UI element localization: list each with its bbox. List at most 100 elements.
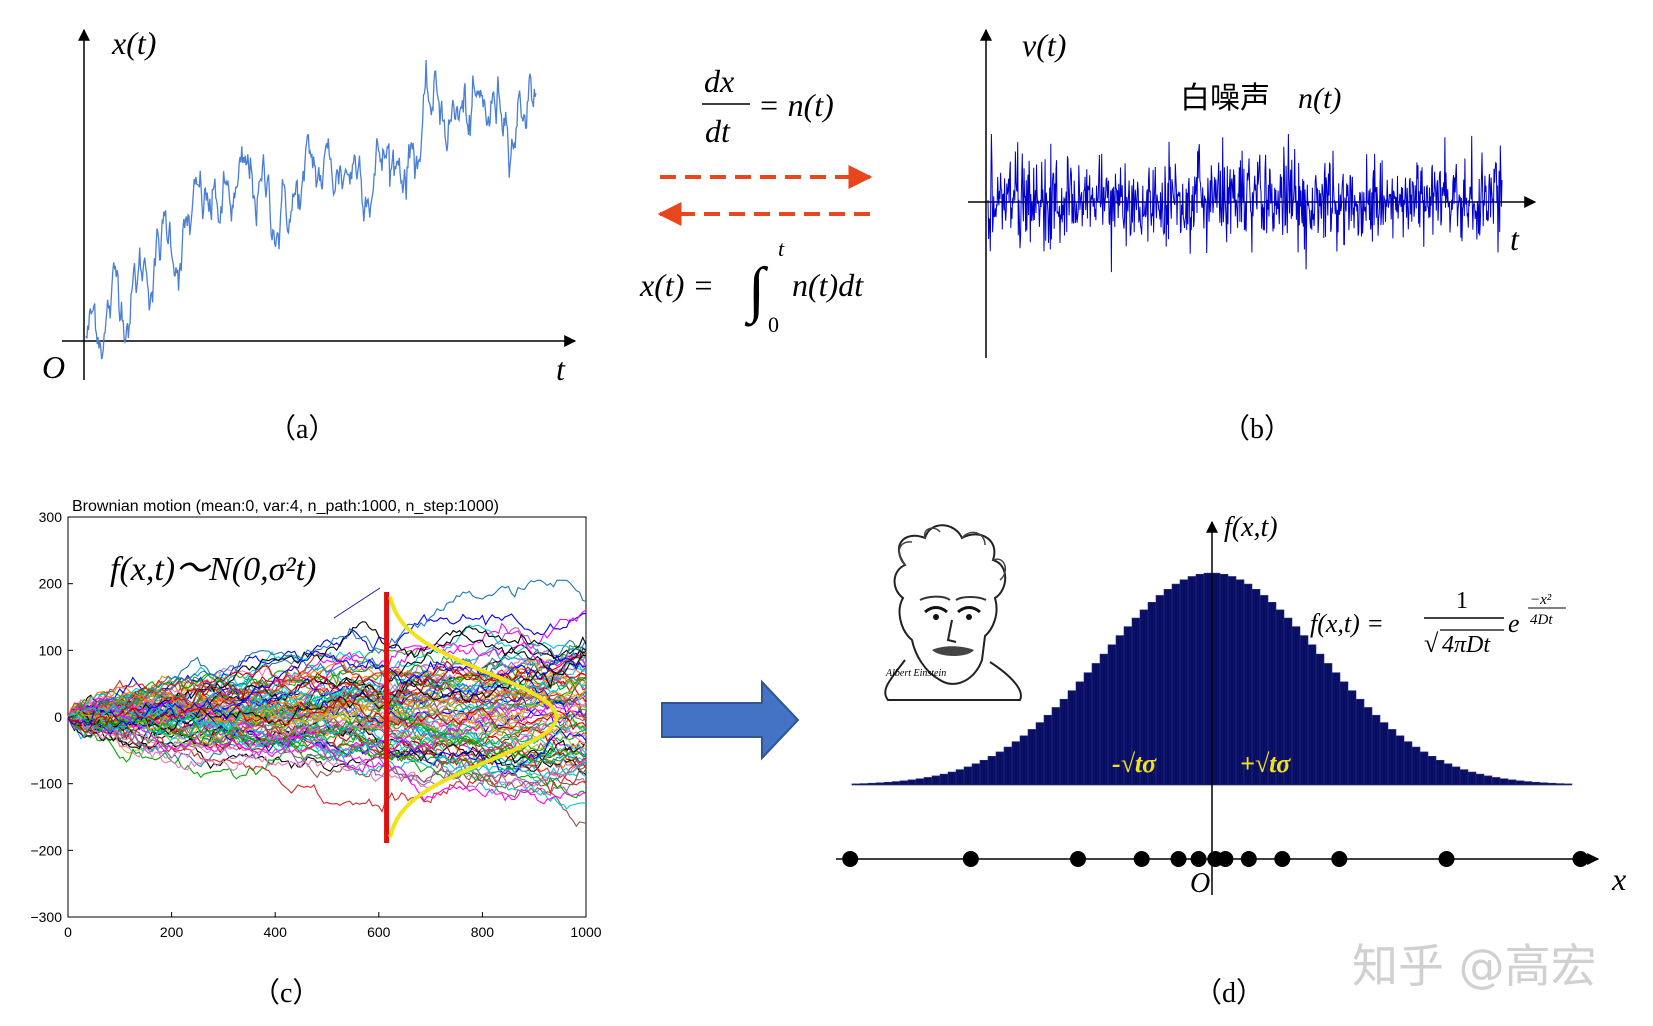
einstein-portrait: Albert Einstein — [884, 524, 1022, 701]
panel-d-right-sigma-marker: +√tσ — [1240, 749, 1291, 778]
panel-a-y-label: x(t) — [111, 25, 156, 61]
histogram-bar — [1435, 759, 1445, 786]
sample-point — [1217, 851, 1234, 867]
panel-c-title: Brownian motion (mean:0, var:4, n_path:1… — [72, 498, 499, 515]
x-tick-label: 1000 — [570, 924, 601, 940]
integral-lhs: x(t) = — [639, 267, 714, 303]
panel-a-caption: （a） — [268, 413, 336, 445]
brownian-path — [67, 677, 587, 730]
histogram-bar — [1307, 644, 1317, 786]
histogram-bar — [1019, 735, 1029, 786]
sample-point — [1274, 851, 1291, 867]
histogram-bar — [1067, 690, 1077, 786]
histogram-bar — [1459, 769, 1469, 786]
brownian-path — [67, 657, 587, 721]
panel-a: x(t) O t （a） — [42, 25, 577, 445]
histogram-bar — [1043, 714, 1053, 786]
panel-c-normal-curve — [388, 596, 559, 838]
histogram-bar — [1163, 588, 1173, 786]
watermark: 知乎 @高宏 — [1352, 939, 1597, 993]
histogram-bar — [1523, 781, 1533, 786]
histogram-bar — [1195, 573, 1205, 786]
histogram-bar — [1419, 751, 1429, 786]
panel-d-formula-sqrt: √ — [1424, 629, 1439, 658]
brownian-path — [67, 716, 587, 780]
brownian-path — [67, 703, 587, 766]
panel-d-caption: （d） — [1194, 977, 1264, 1009]
brownian-path — [67, 716, 587, 828]
histogram-bar — [883, 781, 893, 786]
brownian-path — [67, 654, 587, 731]
histogram-bar — [1379, 722, 1389, 786]
histogram-bar — [1083, 672, 1093, 786]
histogram-bar — [875, 782, 885, 786]
y-tick-label: 300 — [39, 509, 63, 525]
sample-point — [962, 851, 979, 867]
histogram-bar — [1219, 573, 1229, 786]
panel-d-formula-exp-den: 4Dt — [1530, 612, 1553, 628]
derivative-denominator: dt — [705, 113, 731, 149]
histogram-bar — [947, 771, 957, 786]
sample-point — [1190, 851, 1207, 867]
sample-point — [1438, 851, 1455, 867]
histogram-bar — [1075, 681, 1085, 786]
histogram-bar — [1291, 626, 1301, 786]
histogram-bar — [899, 780, 909, 786]
sample-point — [1133, 851, 1150, 867]
histogram-bar — [907, 779, 917, 786]
panel-d-x-label: x — [1611, 861, 1626, 897]
panel-a-origin-label: O — [42, 349, 65, 385]
histogram-bar — [979, 759, 989, 786]
panel-b-noise-line — [987, 133, 1503, 273]
panel-d-formula-denominator: 4πDt — [1442, 632, 1491, 658]
integral-lower-limit: 0 — [768, 312, 779, 337]
histogram-bar — [987, 756, 997, 786]
histogram-bar — [1227, 576, 1237, 786]
histogram-bar — [1339, 681, 1349, 786]
brownian-path — [67, 664, 587, 738]
sample-point — [1331, 851, 1348, 867]
histogram-bar — [995, 751, 1005, 786]
panel-a-random-walk-line — [85, 59, 537, 360]
histogram-bar — [939, 773, 949, 786]
sample-point — [1240, 851, 1257, 867]
histogram-bar — [1403, 741, 1413, 786]
histogram-bar — [1355, 698, 1365, 786]
brownian-path — [67, 716, 587, 789]
x-tick-label: 600 — [367, 924, 391, 940]
histogram-bar — [1323, 663, 1333, 786]
histogram-bar — [1491, 777, 1501, 786]
histogram-bar — [1531, 781, 1541, 786]
y-tick-label: −100 — [30, 776, 62, 792]
histogram-bar — [1051, 707, 1061, 786]
portrait-signature: Albert Einstein — [885, 668, 946, 679]
panel-b-noise-label: 白噪声 — [1180, 81, 1270, 116]
y-tick-label: −200 — [30, 842, 62, 858]
histogram-bar — [1387, 729, 1397, 786]
y-tick-label: 200 — [39, 576, 63, 592]
histogram-bar — [1427, 756, 1437, 786]
histogram-bar — [955, 769, 965, 786]
histogram-bar — [1171, 583, 1181, 786]
histogram-bar — [971, 763, 981, 786]
histogram-bar — [867, 782, 877, 786]
histogram-bar — [1507, 779, 1517, 786]
derivative-numerator: dx — [704, 63, 734, 99]
brownian-path — [67, 579, 587, 732]
y-tick-label: 100 — [39, 642, 63, 658]
histogram-bar — [1411, 746, 1421, 786]
histogram-bar — [859, 783, 869, 786]
histogram-bar — [1091, 663, 1101, 786]
sample-point — [842, 851, 859, 867]
histogram-bar — [1563, 783, 1573, 786]
brownian-path — [67, 675, 587, 722]
panel-b-y-label: v(t) — [1022, 27, 1066, 63]
histogram-bar — [1331, 672, 1341, 786]
histogram-bar — [1011, 741, 1021, 786]
histogram-bar — [1547, 782, 1557, 786]
histogram-bar — [891, 781, 901, 786]
panel-d-left-sigma-marker: -√tσ — [1112, 749, 1157, 778]
derivative-rhs: = n(t) — [758, 87, 834, 123]
x-tick-label: 800 — [471, 924, 495, 940]
